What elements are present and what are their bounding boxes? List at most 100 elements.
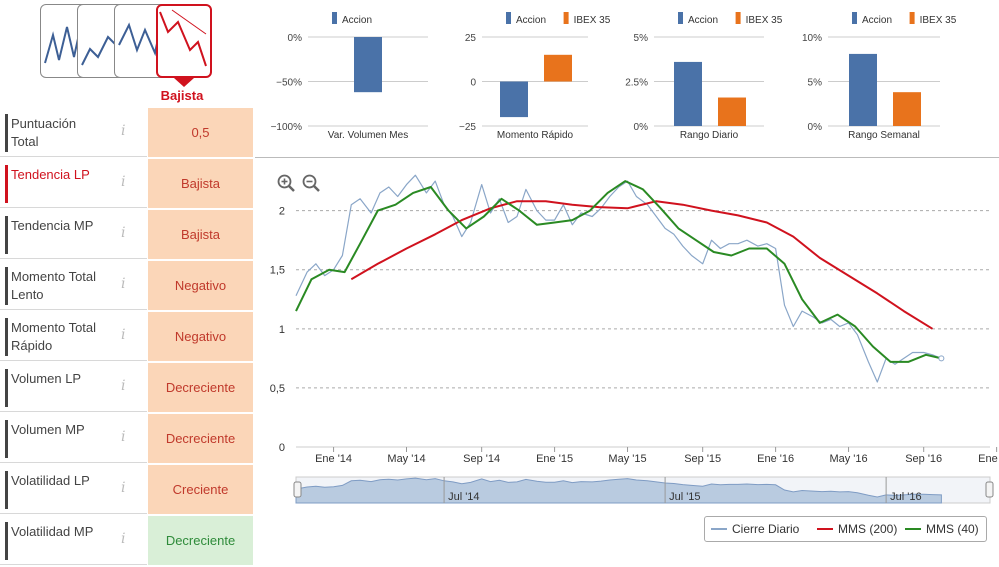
legend-swatch [332,12,337,24]
indicator-row: Tendencia LP i Bajista [0,159,253,210]
indicator-name: Volatilidad MP [11,523,106,541]
indicator-name-cell: Volatilidad LP i [0,465,147,514]
y-tick-label: 1,5 [270,265,285,277]
navigator-label: Jul '15 [669,491,700,503]
indicator-value: Bajista [148,159,253,208]
indicator-marker [5,318,8,356]
indicator-value: Decreciente [148,363,253,412]
zoom-out-icon[interactable] [302,174,320,192]
legend-item[interactable]: MMS (200) [817,522,897,536]
info-icon[interactable]: i [121,429,125,445]
y-tick-label: −50% [276,78,302,89]
indicator-name-cell: Volatilidad MP i [0,516,147,565]
indicator-row: Volatilidad LP i Creciente [0,465,253,516]
y-tick-label: 2 [279,206,285,218]
zoom-in-icon[interactable] [277,174,295,192]
y-tick-label: 10% [802,33,822,44]
navigator-area [296,478,941,503]
indicator-value: Creciente [148,465,253,514]
info-icon[interactable]: i [121,531,125,547]
indicator-marker [5,420,8,458]
legend-label: Accion [516,15,546,26]
y-tick-label: −100% [271,122,303,133]
legend-label: Accion [862,15,892,26]
legend-label: MMS (200) [838,522,897,536]
indicator-name: Momento Total Rápido [11,319,106,355]
navigator-left-handle[interactable] [294,482,301,497]
info-icon[interactable]: i [121,276,125,292]
last-price-marker [939,356,944,361]
indicator-row: Momento Total Lento i Negativo [0,261,253,312]
bar-accion [674,62,702,126]
indicator-name: Momento Total Lento [11,268,106,304]
y-tick-label: 0,5 [270,383,285,395]
mini-chart-title: Var. Volumen Mes [328,130,408,141]
y-tick-label: −25 [459,122,476,133]
series-cierre-diario [296,175,941,382]
legend-label: IBEX 35 [920,15,957,26]
indicator-row: Tendencia MP i Bajista [0,210,253,261]
indicator-marker [5,165,8,203]
mini-chart-title: Momento Rápido [497,130,574,141]
navigator-right-handle[interactable] [986,482,993,497]
chart-legend: Cierre Diario MMS (200) MMS (40) [704,516,987,542]
y-tick-label: 1 [279,324,285,336]
indicator-marker [5,369,8,407]
legend-label: Cierre Diario [732,522,800,536]
bar-accion [500,82,528,118]
y-tick-label: 2.5% [625,78,648,89]
bar-accion [354,37,382,92]
bar-ibex-35 [893,92,921,126]
info-icon[interactable]: i [121,225,125,241]
x-tick-label: Ene '15 [536,453,573,465]
navigator-background [296,477,990,503]
legend-swatch [678,12,683,24]
legend-item[interactable]: Cierre Diario [711,522,800,536]
x-tick-label: Sep '15 [684,453,721,465]
x-tick-label: May '16 [829,453,867,465]
y-tick-label: 25 [465,33,477,44]
x-tick-label: Ene '16 [757,453,794,465]
legend-label: Accion [342,15,372,26]
x-tick-label: May '15 [608,453,646,465]
indicator-value: Negativo [148,312,253,361]
y-tick-label: 0 [470,78,476,89]
indicator-table: Puntuación Total i 0,5 Tendencia LP i Bajista… [0,108,253,567]
mini-chart-2: Accion IBEX 35 25 0 −25 Momento Rápido [459,12,611,141]
series-mms-40 [296,181,941,362]
indicator-marker [5,267,8,305]
indicator-name: Tendencia LP [11,166,106,184]
mini-chart-4: Accion IBEX 35 10% 5% 0% Rango Semanal [802,12,957,141]
info-icon[interactable]: i [121,327,125,343]
indicator-name-cell: Volumen MP i [0,414,147,463]
legend-swatch [506,12,511,24]
indicator-name-cell: Tendencia LP i [0,159,147,208]
bar-accion [849,54,877,126]
legend-label: IBEX 35 [746,15,783,26]
indicator-name-cell: Momento Total Rápido i [0,312,147,361]
info-icon[interactable]: i [121,378,125,394]
legend-item[interactable]: MMS (40) [905,522,979,536]
indicator-marker [5,216,8,254]
y-tick-label: 0% [808,122,823,133]
y-tick-label: 5% [634,33,649,44]
info-icon[interactable]: i [121,174,125,190]
legend-swatch [736,12,741,24]
y-tick-label: 5% [808,78,823,89]
mini-chart-title: Rango Diario [680,130,739,141]
navigator-label: Jul '16 [890,491,921,503]
legend-swatch [910,12,915,24]
indicator-row: Volumen MP i Decreciente [0,414,253,465]
y-tick-label: 0% [288,33,303,44]
indicator-value: Negativo [148,261,253,310]
legend-label: Accion [688,15,718,26]
y-tick-label: 0 [279,442,285,454]
indicator-name-cell: Tendencia MP i [0,210,147,259]
mini-chart-3: Accion IBEX 35 5% 2.5% 0% Rango Diario [625,12,783,141]
mini-chart-title: Rango Semanal [848,130,920,141]
y-tick-label: 0% [634,122,649,133]
indicator-name: Tendencia MP [11,217,106,235]
section-divider [255,157,999,158]
info-icon[interactable]: i [121,480,125,496]
indicator-name: Volumen MP [11,421,106,439]
